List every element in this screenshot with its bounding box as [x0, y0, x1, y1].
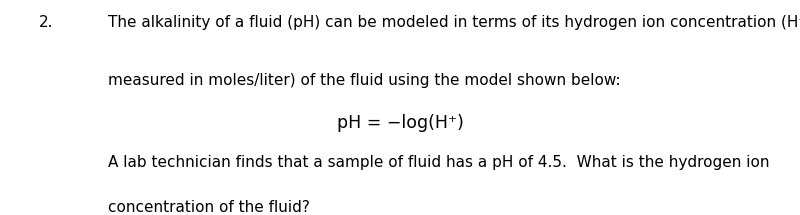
Text: 2.: 2. [38, 15, 53, 30]
Text: A lab technician finds that a sample of fluid has a pH of 4.5.  What is the hydr: A lab technician finds that a sample of … [108, 155, 770, 170]
Text: measured in moles/liter) of the fluid using the model shown below:: measured in moles/liter) of the fluid us… [108, 73, 621, 88]
Text: concentration of the fluid?: concentration of the fluid? [108, 200, 310, 215]
Text: pH = −log(H⁺): pH = −log(H⁺) [337, 114, 463, 132]
Text: The alkalinity of a fluid (pH) can be modeled in terms of its hydrogen ion conce: The alkalinity of a fluid (pH) can be mo… [108, 15, 800, 30]
